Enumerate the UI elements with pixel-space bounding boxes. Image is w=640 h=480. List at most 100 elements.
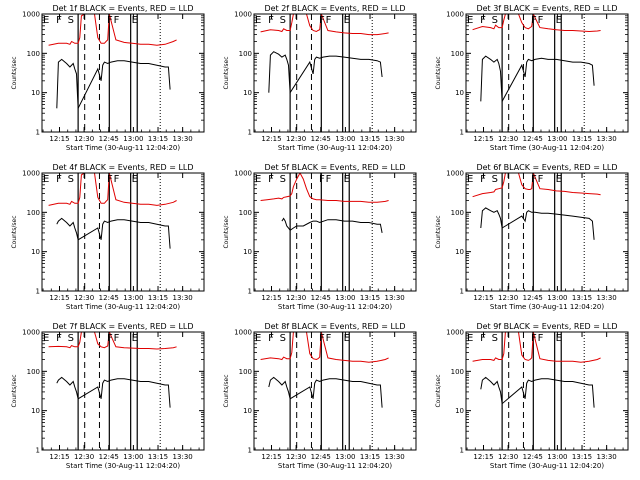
marker-label: F — [114, 333, 120, 344]
lld-series-line — [260, 332, 389, 363]
x-tick-label: 13:15 — [360, 453, 380, 461]
x-tick-label: 13:00 — [547, 453, 567, 461]
x-tick-label: 13:00 — [547, 294, 567, 302]
panel-title: Det 9f BLACK = Events, RED = LLD — [476, 322, 617, 331]
marker-label: F — [268, 174, 274, 185]
y-tick-label: 100 — [239, 209, 252, 217]
y-axis-label: Counts/sec — [435, 56, 442, 89]
marker-label: S — [492, 15, 498, 26]
y-tick-label: 1000 — [22, 11, 40, 19]
y-axis-label: Counts/sec — [223, 215, 230, 248]
marker-label: E — [556, 333, 562, 344]
x-tick-label: 12:30 — [74, 294, 94, 302]
x-tick-label: 12:45 — [311, 135, 331, 143]
y-tick-label: 10 — [31, 407, 40, 415]
y-tick-label: 100 — [27, 50, 40, 58]
y-tick-label: 100 — [27, 209, 40, 217]
x-tick-label: 13:00 — [335, 135, 355, 143]
x-tick-label: 12:15 — [261, 294, 281, 302]
x-tick-label: 13:30 — [173, 294, 193, 302]
plot-area — [260, 14, 389, 132]
marker-label: F — [538, 15, 544, 26]
events-series-line — [56, 58, 171, 111]
x-tick-label: 13:30 — [173, 135, 193, 143]
marker-label: E — [556, 174, 562, 185]
x-tick-label: 13:15 — [572, 453, 592, 461]
marker-label: E — [255, 333, 261, 344]
plot-frame — [253, 172, 417, 292]
marker-label: F — [319, 15, 325, 26]
y-tick-label: 1 — [36, 447, 40, 455]
panel-title: Det 8f BLACK = Events, RED = LLD — [264, 322, 405, 331]
marker-label: F — [480, 15, 486, 26]
x-tick-label: 12:30 — [498, 135, 518, 143]
x-tick-label: 13:00 — [123, 294, 143, 302]
plot-area — [48, 173, 177, 291]
marker-label: E — [132, 15, 138, 26]
y-tick-label: 10 — [243, 407, 252, 415]
marker-label: F — [114, 15, 120, 26]
lld-series-line — [260, 173, 389, 203]
panel-title: Det 1f BLACK = Events, RED = LLD — [52, 4, 193, 13]
plot-frame — [465, 172, 629, 292]
x-tick-label: 13:30 — [597, 453, 617, 461]
plot-area — [260, 173, 389, 291]
x-axis-label: Start Time (30-Aug-11 12:04:20) — [66, 144, 180, 152]
y-tick-label: 100 — [451, 368, 464, 376]
marker-label: E — [132, 333, 138, 344]
y-tick-label: 1000 — [446, 170, 464, 178]
events-series-line — [56, 376, 171, 408]
y-tick-label: 1000 — [234, 11, 252, 19]
y-tick-label: 100 — [239, 50, 252, 58]
x-tick-label: 13:30 — [173, 453, 193, 461]
x-axis-label: Start Time (30-Aug-11 12:04:20) — [278, 462, 392, 470]
x-tick-label: 12:15 — [261, 135, 281, 143]
y-tick-label: 1 — [460, 288, 464, 296]
y-tick-label: 1 — [248, 447, 252, 455]
events-series-line — [480, 55, 595, 104]
y-tick-label: 100 — [239, 368, 252, 376]
x-tick-label: 13:15 — [148, 453, 168, 461]
y-tick-label: 10 — [455, 89, 464, 97]
x-tick-label: 13:30 — [385, 135, 405, 143]
marker-label: F — [56, 15, 62, 26]
plot-area — [472, 173, 601, 291]
plot-area — [48, 14, 177, 132]
y-tick-label: 100 — [27, 368, 40, 376]
x-tick-label: 12:15 — [261, 453, 281, 461]
y-tick-label: 10 — [31, 89, 40, 97]
y-axis-label: Counts/sec — [223, 56, 230, 89]
y-axis-label: Counts/sec — [11, 374, 18, 407]
x-tick-label: 13:15 — [360, 135, 380, 143]
events-series-line — [480, 207, 595, 240]
y-axis-label: Counts/sec — [435, 374, 442, 407]
y-tick-label: 1 — [248, 288, 252, 296]
marker-label: E — [467, 15, 473, 26]
y-tick-label: 1 — [36, 129, 40, 137]
panel-title: Det 4f BLACK = Events, RED = LLD — [52, 163, 193, 172]
marker-label: S — [280, 174, 286, 185]
y-tick-label: 10 — [455, 407, 464, 415]
marker-label: S — [68, 333, 74, 344]
panel-title: Det 3f BLACK = Events, RED = LLD — [476, 4, 617, 13]
marker-label: F — [107, 15, 113, 26]
y-tick-label: 10 — [243, 89, 252, 97]
marker-label: F — [319, 174, 325, 185]
marker-label: S — [492, 333, 498, 344]
marker-label: F — [56, 174, 62, 185]
x-axis-label: Start Time (30-Aug-11 12:04:20) — [278, 144, 392, 152]
events-series-line — [268, 376, 383, 408]
marker-label: F — [531, 333, 537, 344]
marker-label: F — [319, 333, 325, 344]
x-tick-label: 13:00 — [335, 453, 355, 461]
lld-series-line — [48, 14, 177, 46]
marker-label: S — [68, 15, 74, 26]
marker-label: F — [538, 174, 544, 185]
plot-frame — [41, 13, 205, 133]
y-tick-label: 1000 — [446, 329, 464, 337]
y-tick-label: 1 — [460, 447, 464, 455]
